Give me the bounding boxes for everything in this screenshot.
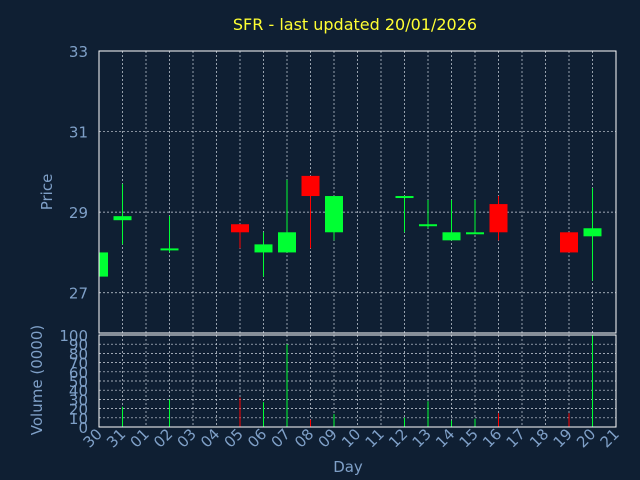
- volume-tick-label: 50: [69, 373, 88, 391]
- candle: [583, 187, 602, 281]
- volume-axis-label: Volume (0000): [28, 325, 46, 435]
- day-tick-label: 07: [268, 425, 294, 451]
- price-tick-label: 33: [69, 43, 88, 61]
- price-tick-label: 29: [69, 204, 88, 222]
- day-tick-label: 12: [385, 425, 411, 451]
- price-tick-label: 27: [69, 285, 88, 303]
- price-plot-frame: [98, 50, 617, 334]
- day-tick-label: 19: [550, 425, 576, 451]
- day-tick-label: 08: [291, 425, 317, 451]
- volume-tick-label: 10: [69, 410, 88, 428]
- candle-body: [442, 232, 461, 241]
- candle: [254, 232, 273, 277]
- price-panel: 27 29 31 33: [69, 43, 617, 334]
- candle: [419, 200, 437, 229]
- candle: [231, 224, 249, 249]
- candle-body: [231, 224, 249, 233]
- day-tick-label: 20: [573, 425, 599, 451]
- volume-tick-label: 90: [69, 336, 88, 354]
- day-tick-label: 05: [221, 425, 247, 451]
- volume-tick-label: 80: [69, 345, 88, 363]
- candle: [278, 179, 296, 253]
- day-tick-label: 16: [479, 425, 505, 451]
- candle: [160, 216, 179, 253]
- day-tick-label: 17: [503, 425, 529, 451]
- day-tick-label: 06: [244, 425, 270, 451]
- candle: [395, 196, 414, 233]
- candle: [489, 196, 508, 241]
- day-tick-label: 04: [197, 425, 223, 451]
- volume-tick-label: 100: [59, 327, 88, 345]
- day-tick-label: 02: [150, 425, 176, 451]
- day-axis-label: Day: [333, 458, 363, 476]
- volume-tick-label: 40: [69, 382, 88, 400]
- day-tick-label: 09: [315, 425, 341, 451]
- day-tick-label: 14: [432, 425, 458, 451]
- candle-body: [160, 248, 179, 251]
- day-tick-label: 18: [526, 425, 552, 451]
- candle-body: [278, 232, 296, 253]
- candle-body: [489, 204, 508, 233]
- chart-title: SFR - last updated 20/01/2026: [233, 15, 477, 34]
- candle-body: [560, 232, 578, 253]
- candle: [325, 196, 343, 241]
- day-tick-label: 01: [127, 425, 153, 451]
- candle-body: [113, 216, 132, 221]
- day-tick-label: 13: [409, 425, 435, 451]
- day-tick-label: 10: [338, 425, 364, 451]
- day-tick-label: 15: [456, 425, 482, 451]
- price-tick-label: 31: [69, 124, 88, 142]
- volume-tick-label: 70: [69, 355, 88, 373]
- day-tick-label: 03: [174, 425, 200, 451]
- volume-panel: 0102030405060708090100303101020304050607…: [59, 327, 622, 451]
- candle-body: [301, 175, 320, 197]
- candle: [113, 183, 132, 245]
- day-tick-label: 11: [362, 425, 388, 451]
- volume-tick-label: 20: [69, 401, 88, 419]
- volume-tick-label: 60: [69, 364, 88, 382]
- candle: [98, 252, 108, 277]
- candle-body: [419, 224, 437, 227]
- candle-body: [466, 232, 484, 235]
- candle-body: [99, 252, 108, 277]
- volume-tick-label: 30: [69, 391, 88, 409]
- candle-body: [325, 196, 343, 233]
- candle-body: [254, 244, 273, 253]
- day-tick-label: 21: [597, 425, 623, 451]
- candle-body: [583, 228, 602, 237]
- candle-body: [395, 196, 414, 199]
- candle: [301, 175, 320, 249]
- candle: [442, 200, 461, 241]
- volume-tick-label: 0: [78, 419, 88, 437]
- volume-plot-frame: [98, 334, 617, 428]
- candle: [466, 200, 484, 235]
- candle: [560, 232, 578, 253]
- price-axis-label: Price: [38, 174, 56, 211]
- day-tick-label: 31: [103, 425, 129, 451]
